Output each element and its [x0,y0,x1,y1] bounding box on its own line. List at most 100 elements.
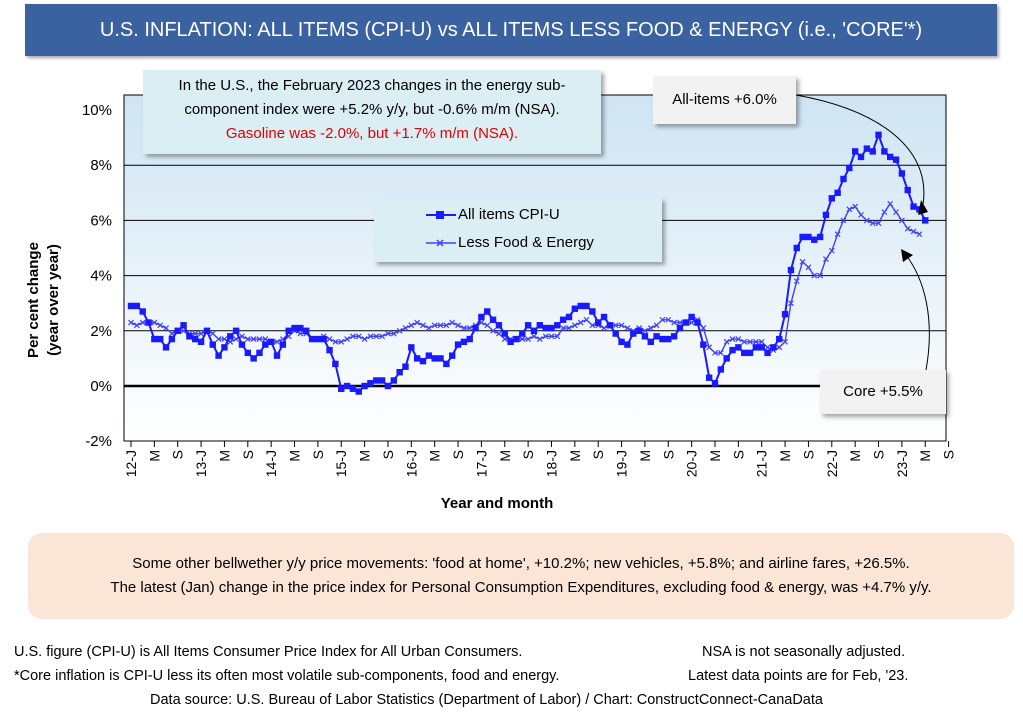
core-point [209,330,216,337]
all-items-point [256,349,263,357]
core-point [571,322,578,329]
core-point [659,316,666,323]
all-items-point [536,322,543,329]
core-point [729,336,736,343]
core-point [647,325,654,331]
core-point [425,325,432,331]
all-items-point [244,349,251,357]
core-point [163,325,169,331]
core-point [262,336,269,343]
core-point [741,338,748,345]
y-tick-label: -2% [85,433,112,450]
all-items-point [285,327,292,334]
y-axis-label-line1: Per cent change [25,242,42,358]
y-tick-label: 10% [82,102,112,119]
legend-label-all-items: All items CPI-U [458,206,560,223]
all-items-point [618,338,625,346]
core-point [460,325,467,331]
core-point [332,338,339,345]
all-items-point [192,335,199,343]
core-point [618,322,625,329]
core-point [466,325,473,331]
core-point [536,336,543,343]
core-point [852,203,859,210]
all-items-point [139,308,146,315]
all-items-point [869,148,876,155]
x-tick-label: M [216,450,232,462]
core-point [893,209,899,216]
all-items-point [250,355,257,362]
core-point [583,316,590,323]
core-point [548,333,555,340]
y-tick-label: 8% [90,157,112,174]
all-items-point [484,308,491,315]
all-items-point [723,355,730,362]
core-point [490,327,497,334]
core-point [128,319,134,326]
all-items-point [606,322,614,329]
y-tick-label: 2% [90,323,112,340]
all-items-point [559,316,567,323]
core-point [764,344,771,351]
all-items-point [887,153,894,161]
core-point [817,272,824,279]
bellwether-note-line2: The latest (Jan) change in the price ind… [110,579,932,596]
core-point [256,336,263,343]
all-items-point [857,153,865,161]
core-point [782,338,789,345]
all-items-point [670,333,678,340]
all-items-point [922,217,929,224]
all-items-point [466,335,473,343]
core-point [758,338,765,345]
core-point [408,322,415,329]
bellwether-note-line1: Some other bellwether y/y price movement… [132,555,910,572]
x-tick-label: S [170,450,186,459]
core-point [752,338,759,345]
all-items-point [390,377,397,384]
all-items-point [688,313,695,321]
core-point [495,330,502,337]
all-items-point [524,322,532,329]
x-tick-label: 13-J [193,450,209,477]
all-items-point [478,313,485,321]
x-tick-label: 20-J [684,450,700,477]
all-items-point [892,156,900,163]
all-items-point [705,374,713,381]
core-point [823,256,829,262]
core-point [700,325,707,331]
all-items-point [741,349,748,357]
all-items-point [781,311,789,318]
core-point [455,322,461,329]
footnote-source: Data source: U.S. Bureau of Labor Statis… [150,692,823,708]
all-items-point [151,335,158,343]
x-tick-label: S [941,450,957,459]
all-items-point [174,327,181,334]
core-point [274,338,280,345]
all-items-point [413,355,421,362]
x-tick-label: M [917,450,933,462]
core-point [881,209,888,216]
all-items-point [758,344,765,351]
all-items-point [863,145,871,152]
all-items-point [303,327,310,334]
core-point [566,325,572,331]
core-point [157,322,164,329]
core-point [787,300,794,307]
all-items-point [396,369,403,376]
all-items-point [203,327,211,334]
all-items-point [355,388,362,395]
all-items-point [145,319,152,326]
all-items-point [659,335,666,343]
all-items-point [647,338,654,346]
core-point [525,336,532,343]
x-tick-label: M [567,450,583,462]
y-tick-label: 4% [90,268,112,285]
all-items-point [227,333,234,340]
all-items-point [343,382,351,390]
x-tick-label: 15-J [333,450,349,477]
core-point [688,319,695,326]
all-items-point [624,341,631,348]
core-point [828,247,835,254]
x-tick-label: S [450,450,466,459]
x-tick-label: M [357,450,373,462]
